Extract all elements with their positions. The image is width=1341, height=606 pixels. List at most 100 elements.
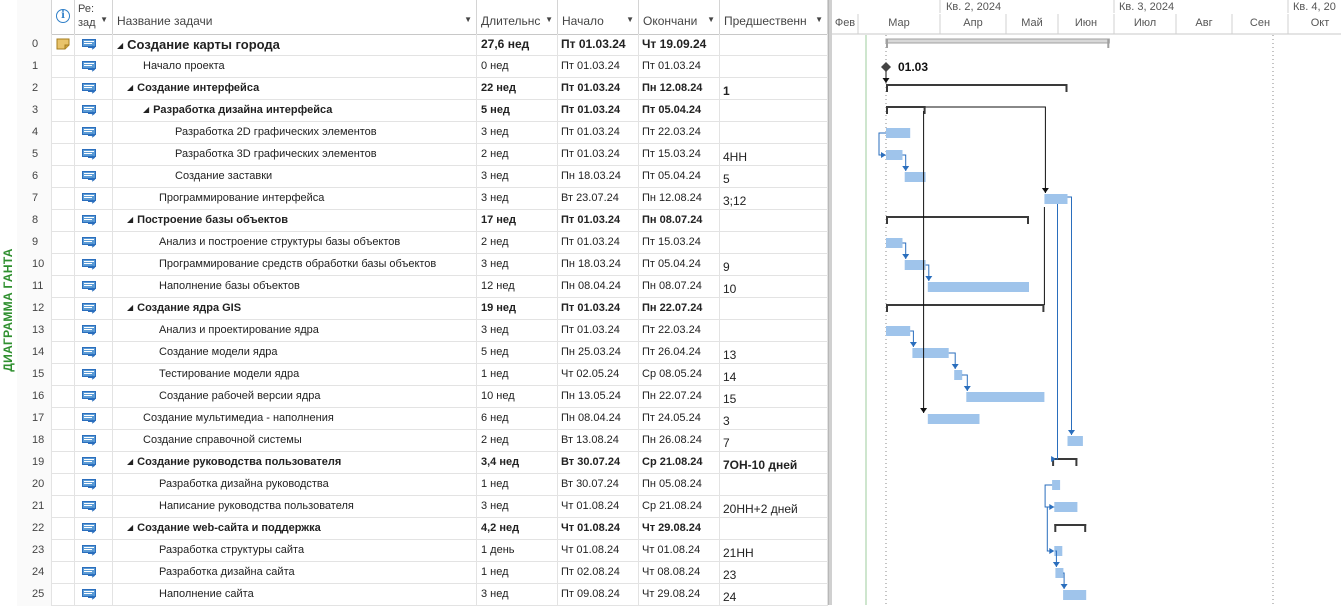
duration-cell[interactable]: 3 нед xyxy=(477,254,558,276)
duration-cell[interactable]: 2 нед xyxy=(477,232,558,254)
task-name-cell[interactable]: Разработка структуры сайта xyxy=(113,540,477,562)
task-mode-cell[interactable] xyxy=(75,78,113,100)
duration-cell[interactable]: 19 нед xyxy=(477,298,558,320)
task-name-cell[interactable]: Наполнение базы объектов xyxy=(113,276,477,298)
task-mode-cell[interactable] xyxy=(75,474,113,496)
start-cell[interactable]: Вт 23.07.24 xyxy=(558,188,639,210)
start-cell[interactable]: Пн 08.04.24 xyxy=(558,276,639,298)
duration-cell[interactable]: 3 нед xyxy=(477,188,558,210)
task-mode-cell[interactable] xyxy=(75,122,113,144)
task-row[interactable]: 14 Создание модели ядра 5 нед Пн 25.03.24 Пт… xyxy=(17,342,828,364)
task-row[interactable]: 4 Разработка 2D графических элементов 3 не… xyxy=(17,122,828,144)
task-mode-cell[interactable] xyxy=(75,540,113,562)
duration-cell[interactable]: 1 нед xyxy=(477,474,558,496)
row-id[interactable]: 15 xyxy=(17,364,52,386)
predecessors-cell[interactable]: 4НН xyxy=(720,144,828,166)
finish-cell[interactable]: Пт 15.03.24 xyxy=(639,232,720,254)
column-header-name[interactable]: Название задачи ▼ xyxy=(113,0,477,34)
collapse-triangle-icon[interactable]: ◢ xyxy=(127,83,134,92)
duration-cell[interactable]: 4,2 нед xyxy=(477,518,558,540)
finish-cell[interactable]: Чт 29.08.24 xyxy=(639,584,720,606)
task-row[interactable]: 15 Тестирование модели ядра 1 нед Чт 02.05.… xyxy=(17,364,828,386)
task-row[interactable]: 18 Создание справочной системы 2 нед Вт 13.… xyxy=(17,430,828,452)
task-mode-cell[interactable] xyxy=(75,496,113,518)
duration-cell[interactable]: 6 нед xyxy=(477,408,558,430)
start-cell[interactable]: Чт 01.08.24 xyxy=(558,540,639,562)
start-cell[interactable]: Чт 01.08.24 xyxy=(558,518,639,540)
start-cell[interactable]: Пн 08.04.24 xyxy=(558,408,639,430)
task-row[interactable]: 2 ◢ Создание интерфейса 22 нед Пт 01.03.24 Пн… xyxy=(17,78,828,100)
task-row[interactable]: 8 ◢ Построение базы объектов 17 нед Пт 01.03… xyxy=(17,210,828,232)
task-name-cell[interactable]: Начало проекта xyxy=(113,56,477,78)
task-mode-cell[interactable] xyxy=(75,56,113,78)
row-id[interactable]: 20 xyxy=(17,474,52,496)
task-name-cell[interactable]: Разработка дизайна руководства xyxy=(113,474,477,496)
finish-cell[interactable]: Пт 22.03.24 xyxy=(639,122,720,144)
predecessors-cell[interactable]: 13 xyxy=(720,342,828,364)
task-mode-cell[interactable] xyxy=(75,364,113,386)
start-cell[interactable]: Пт 01.03.24 xyxy=(558,34,639,56)
task-row[interactable]: 13 Анализ и проектирование ядра 3 нед Пт 01… xyxy=(17,320,828,342)
row-id[interactable]: 4 xyxy=(17,122,52,144)
column-header-start[interactable]: Начало ▼ xyxy=(558,0,639,34)
row-id[interactable]: 7 xyxy=(17,188,52,210)
task-row[interactable]: 23 Разработка структуры сайта 1 день Чт 01.… xyxy=(17,540,828,562)
finish-cell[interactable]: Пт 05.04.24 xyxy=(639,100,720,122)
row-id[interactable]: 19 xyxy=(17,452,52,474)
dropdown-arrow-icon[interactable]: ▼ xyxy=(815,15,823,24)
duration-cell[interactable]: 3 нед xyxy=(477,584,558,606)
start-cell[interactable]: Пт 01.03.24 xyxy=(558,122,639,144)
duration-cell[interactable]: 1 день xyxy=(477,540,558,562)
column-header-predecessors[interactable]: Предшественн ▼ xyxy=(720,0,828,34)
column-header-duration[interactable]: Длительнс ▼ xyxy=(477,0,558,34)
task-name-cell[interactable]: ◢ Создание карты города xyxy=(113,34,477,56)
duration-cell[interactable]: 10 нед xyxy=(477,386,558,408)
column-header-finish[interactable]: Окончани ▼ xyxy=(639,0,720,34)
row-id[interactable]: 1 xyxy=(17,56,52,78)
row-id[interactable]: 10 xyxy=(17,254,52,276)
task-name-cell[interactable]: Создание справочной системы xyxy=(113,430,477,452)
predecessors-cell[interactable]: 7 xyxy=(720,430,828,452)
task-name-cell[interactable]: Разработка дизайна сайта xyxy=(113,562,477,584)
predecessors-cell[interactable] xyxy=(720,474,828,496)
start-cell[interactable]: Чт 02.05.24 xyxy=(558,364,639,386)
task-mode-cell[interactable] xyxy=(75,254,113,276)
task-name-cell[interactable]: Разработка 2D графических элементов xyxy=(113,122,477,144)
duration-cell[interactable]: 3 нед xyxy=(477,496,558,518)
finish-cell[interactable]: Пн 08.07.24 xyxy=(639,276,720,298)
task-mode-cell[interactable] xyxy=(75,452,113,474)
task-name-cell[interactable]: Наполнение сайта xyxy=(113,584,477,606)
predecessors-cell[interactable]: 14 xyxy=(720,364,828,386)
row-id[interactable]: 21 xyxy=(17,496,52,518)
row-id[interactable]: 0 xyxy=(17,34,52,56)
finish-cell[interactable]: Ср 21.08.24 xyxy=(639,452,720,474)
row-id[interactable]: 22 xyxy=(17,518,52,540)
task-name-cell[interactable]: Программирование средств обработки базы … xyxy=(113,254,477,276)
task-row[interactable]: 0 ◢ Создание карты города 27,6 нед Пт 01.03.… xyxy=(17,34,828,56)
duration-cell[interactable]: 3,4 нед xyxy=(477,452,558,474)
finish-cell[interactable]: Чт 19.09.24 xyxy=(639,34,720,56)
row-id[interactable]: 17 xyxy=(17,408,52,430)
column-header-task-mode[interactable]: Ре: зад ▼ xyxy=(75,0,113,34)
duration-cell[interactable]: 2 нед xyxy=(477,430,558,452)
start-cell[interactable]: Вт 13.08.24 xyxy=(558,430,639,452)
predecessors-cell[interactable]: 21НН xyxy=(720,540,828,562)
task-row[interactable]: 24 Разработка дизайна сайта 1 нед Пт 02.08.… xyxy=(17,562,828,584)
task-row[interactable]: 17 Создание мультимедиа - наполнения 6 нед… xyxy=(17,408,828,430)
task-name-cell[interactable]: Написание руководства пользователя xyxy=(113,496,477,518)
finish-cell[interactable]: Пт 22.03.24 xyxy=(639,320,720,342)
predecessors-cell[interactable] xyxy=(720,210,828,232)
finish-cell[interactable]: Пн 12.08.24 xyxy=(639,188,720,210)
task-name-cell[interactable]: ◢ Создание руководства пользователя xyxy=(113,452,477,474)
finish-cell[interactable]: Пт 26.04.24 xyxy=(639,342,720,364)
predecessors-cell[interactable]: 24 xyxy=(720,584,828,606)
dropdown-arrow-icon[interactable]: ▼ xyxy=(464,15,472,24)
row-id[interactable]: 2 xyxy=(17,78,52,100)
predecessors-cell[interactable]: 5 xyxy=(720,166,828,188)
task-name-cell[interactable]: ◢ Создание интерфейса xyxy=(113,78,477,100)
task-mode-cell[interactable] xyxy=(75,518,113,540)
row-id[interactable]: 6 xyxy=(17,166,52,188)
task-mode-cell[interactable] xyxy=(75,562,113,584)
task-name-cell[interactable]: ◢ Создание ядра GIS xyxy=(113,298,477,320)
duration-cell[interactable]: 17 нед xyxy=(477,210,558,232)
